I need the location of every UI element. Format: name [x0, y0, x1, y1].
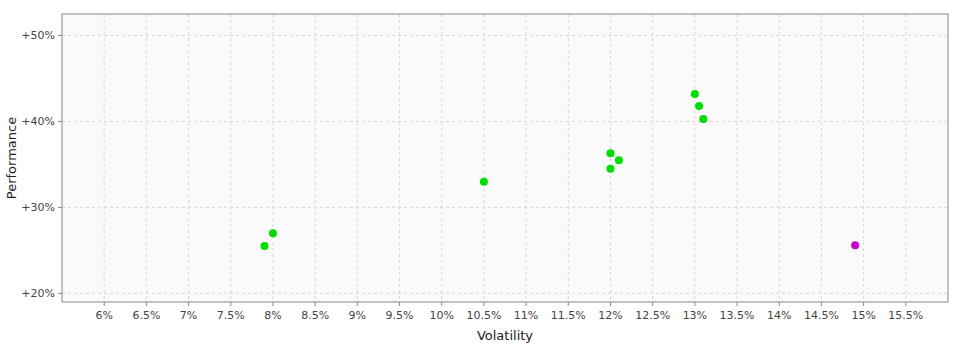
x-tick-label: 10%: [429, 309, 453, 322]
x-tick-label: 13.5%: [720, 309, 755, 322]
y-tick-label: +40%: [21, 115, 55, 128]
scatter-point: [606, 165, 614, 173]
x-tick-label: 11%: [514, 309, 538, 322]
points: [261, 90, 860, 250]
y-tick-mark: [58, 207, 62, 208]
x-grid-line: [821, 14, 822, 302]
x-tick-mark: [399, 302, 400, 306]
scatter-point: [269, 229, 277, 237]
x-grid-line: [441, 14, 442, 302]
x-tick-mark: [357, 302, 358, 306]
x-tick-label: 6%: [95, 309, 112, 322]
x-grid-line: [315, 14, 316, 302]
grid: [62, 14, 948, 302]
scatter-point: [695, 102, 703, 110]
y-tick-label: +50%: [21, 29, 55, 42]
x-tick-mark: [652, 302, 653, 306]
x-grid-line: [357, 14, 358, 302]
x-grid-line: [610, 14, 611, 302]
y-grid-line: [62, 35, 948, 36]
scatter-point: [261, 242, 269, 250]
x-grid-line: [483, 14, 484, 302]
y-grid-line: [62, 207, 948, 208]
series: [851, 241, 859, 249]
x-grid-line: [779, 14, 780, 302]
x-tick-mark: [737, 302, 738, 306]
x-tick-label: 12.5%: [635, 309, 670, 322]
x-tick-label: 14%: [767, 309, 791, 322]
scatter-point: [691, 90, 699, 98]
x-tick-label: 13%: [683, 309, 707, 322]
x-grid-line: [737, 14, 738, 302]
y-tick-label: +30%: [21, 201, 55, 214]
scatter-point: [699, 115, 707, 123]
x-tick-mark: [779, 302, 780, 306]
x-tick-label: 6.5%: [132, 309, 160, 322]
x-tick-label: 7.5%: [217, 309, 245, 322]
y-tick-mark: [58, 35, 62, 36]
x-tick-label: 9%: [349, 309, 366, 322]
x-ticks: 6% 6.5% 7% 7.5% 8% 8.5% 9% 9.5% 10% 10.5% 11% 11.5%…: [95, 302, 923, 322]
x-grid-line: [272, 14, 273, 302]
y-grid-line: [62, 121, 948, 122]
x-grid-line: [104, 14, 105, 302]
x-tick-label: 14.5%: [804, 309, 839, 322]
x-grid-line: [694, 14, 695, 302]
y-grid-line: [62, 293, 948, 294]
x-tick-mark: [104, 302, 105, 306]
x-grid-line: [652, 14, 653, 302]
x-tick-label: 12%: [598, 309, 622, 322]
x-tick-mark: [821, 302, 822, 306]
y-tick-mark: [58, 121, 62, 122]
x-grid-line: [188, 14, 189, 302]
x-tick-mark: [483, 302, 484, 306]
x-tick-mark: [230, 302, 231, 306]
chart-container: 6% 6.5% 7% 7.5% 8% 8.5% 9% 9.5% 10% 10.5% 11% 11.5%…: [0, 0, 966, 350]
x-tick-label: 11.5%: [551, 309, 586, 322]
y-tick-label: +20%: [21, 287, 55, 300]
x-tick-label: 7%: [180, 309, 197, 322]
x-axis-label: Volatility: [477, 328, 533, 343]
x-grid-line: [568, 14, 569, 302]
x-tick-mark: [441, 302, 442, 306]
x-grid-line: [146, 14, 147, 302]
x-tick-mark: [610, 302, 611, 306]
x-grid-line: [230, 14, 231, 302]
x-tick-mark: [272, 302, 273, 306]
chart-svg: 6% 6.5% 7% 7.5% 8% 8.5% 9% 9.5% 10% 10.5% 11% 11.5%…: [0, 0, 966, 350]
x-tick-label: 9.5%: [386, 309, 414, 322]
x-tick-mark: [315, 302, 316, 306]
x-tick-mark: [188, 302, 189, 306]
x-tick-label: 8%: [264, 309, 281, 322]
x-tick-label: 15.5%: [888, 309, 923, 322]
scatter-point: [851, 241, 859, 249]
x-tick-label: 8.5%: [301, 309, 329, 322]
x-grid-line: [526, 14, 527, 302]
y-axis-label: Performance: [4, 117, 19, 199]
y-ticks: +20% +30% +40% +50%: [21, 29, 62, 300]
x-grid-line: [863, 14, 864, 302]
x-tick-mark: [146, 302, 147, 306]
x-tick-mark: [863, 302, 864, 306]
scatter-point: [615, 156, 623, 164]
x-tick-mark: [568, 302, 569, 306]
plot-background: [62, 14, 948, 302]
x-grid-line: [905, 14, 906, 302]
scatter-point: [606, 149, 614, 157]
scatter-point: [480, 178, 488, 186]
x-tick-mark: [526, 302, 527, 306]
x-tick-label: 10.5%: [466, 309, 501, 322]
y-tick-mark: [58, 293, 62, 294]
x-tick-mark: [905, 302, 906, 306]
plot-frame: [62, 14, 948, 302]
series: [261, 90, 708, 250]
x-tick-mark: [694, 302, 695, 306]
x-tick-label: 15%: [851, 309, 875, 322]
x-grid-line: [399, 14, 400, 302]
